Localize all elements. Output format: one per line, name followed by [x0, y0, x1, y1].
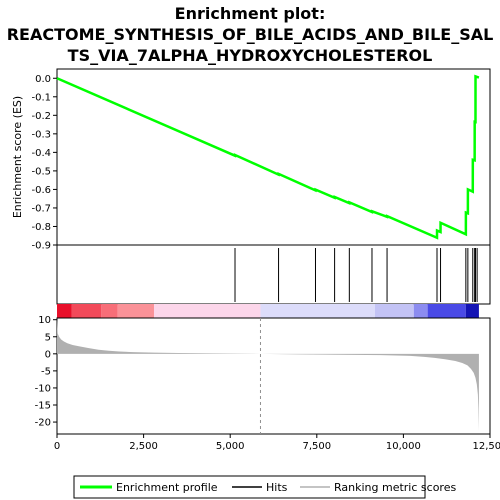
metric-y-tick-label: -10 — [35, 383, 51, 394]
es-plot-area — [57, 69, 490, 245]
legend-enrichment-label: Enrichment profile — [116, 481, 218, 494]
metric-plot-area — [57, 318, 490, 434]
color-bar-segment — [72, 304, 102, 318]
color-bar-segment — [428, 304, 466, 318]
color-bar-segment — [57, 304, 72, 318]
legend-metric-label: Ranking metric scores — [334, 481, 456, 494]
chart-title-line-3: TS_VIA_7ALPHA_HYDROXYCHOLESTEROL — [68, 46, 433, 65]
color-bar-segment — [118, 304, 154, 318]
color-bar-segment — [466, 304, 479, 318]
x-tick-label: 0 — [54, 441, 60, 452]
hits-panel — [57, 245, 490, 304]
x-tick-label: 5,000 — [216, 441, 245, 452]
es-y-axis: 0.0 -0.1 -0.2 -0.3 -0.4 -0.5 -0.6 -0.7 -0.8 -0.9 — [31, 74, 57, 252]
es-y-tick-label: -0.9 — [31, 241, 51, 252]
color-bar-segment — [414, 304, 428, 318]
es-y-tick-label: -0.7 — [31, 203, 51, 214]
chart-title-line-2: REACTOME_SYNTHESIS_OF_BILE_ACIDS_AND_BIL… — [7, 25, 494, 44]
x-tick-label: 7,500 — [302, 441, 331, 452]
es-y-tick-label: -0.3 — [31, 129, 51, 140]
es-y-tick-label: -0.1 — [31, 92, 51, 103]
es-y-tick-label: -0.4 — [31, 148, 51, 159]
x-tick-label: 2,500 — [129, 441, 158, 452]
color-bar-segment — [154, 304, 260, 318]
es-y-tick-label: 0.0 — [35, 74, 51, 85]
es-y-axis-label: Enrichment score (ES) — [11, 96, 24, 218]
metric-y-tick-label: 10 — [38, 315, 51, 326]
es-y-tick-label: -0.2 — [31, 111, 51, 122]
metric-y-tick-label: -5 — [41, 366, 51, 377]
x-tick-label: 12,500 — [473, 441, 500, 452]
color-bar-segment — [101, 304, 117, 318]
color-bar-segment — [375, 304, 414, 318]
es-y-tick-label: -0.5 — [31, 166, 51, 177]
color-bar-segment — [260, 304, 375, 318]
x-axis: 0 2,500 5,000 7,500 10,000 12,500 — [54, 434, 500, 452]
metric-y-tick-label: 5 — [45, 332, 51, 343]
chart-title-line-1: Enrichment plot: — [175, 4, 326, 23]
es-y-tick-label: -0.6 — [31, 185, 51, 196]
legend-hits-label: Hits — [266, 481, 288, 494]
es-y-tick-label: -0.8 — [31, 222, 51, 233]
metric-y-tick-label: -20 — [35, 418, 51, 429]
metric-y-tick-label: -15 — [35, 401, 51, 412]
metric-y-tick-label: 0 — [45, 349, 51, 360]
metric-y-axis: 10 5 0 -5 -10 -15 -20 — [35, 315, 57, 428]
rank-color-bar — [57, 304, 479, 318]
x-tick-label: 10,000 — [386, 441, 421, 452]
